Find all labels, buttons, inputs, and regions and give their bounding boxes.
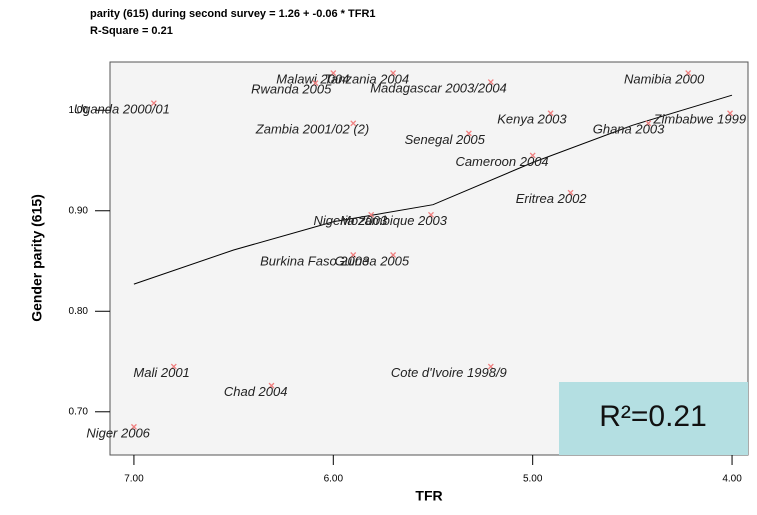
point-label: Ghana 2003	[593, 122, 665, 137]
point-label: Chad 2004	[224, 384, 288, 399]
point	[529, 152, 536, 159]
x-tick-label: 7.00	[124, 474, 144, 485]
point-label: Uganda 2000/01	[74, 102, 170, 117]
point-label: Cote d'Ivoire 1998/9	[391, 365, 507, 380]
point-label: Eritrea 2002	[516, 191, 588, 206]
point	[330, 70, 337, 77]
annotation-box	[559, 382, 748, 455]
point	[727, 110, 734, 117]
point	[465, 130, 472, 137]
point	[390, 70, 397, 77]
point	[645, 120, 652, 127]
y-tick-label: 0.90	[69, 205, 89, 216]
chart-subtitle: R-Square = 0.21	[90, 25, 173, 37]
point	[487, 363, 494, 370]
point	[567, 189, 574, 196]
fit-line	[133, 94, 733, 285]
point	[487, 79, 494, 86]
point	[350, 252, 357, 258]
point-label: Burkina Faso 2003	[260, 253, 370, 268]
point	[350, 120, 357, 127]
chart-title: parity (615) during second survey = 1.26…	[90, 8, 376, 20]
point	[685, 70, 692, 77]
point-label: Tanzania 2004	[324, 71, 409, 86]
point-label: Rwanda 2005	[251, 82, 332, 97]
y-tick-label: 0.80	[69, 306, 89, 317]
point-label: Senegal 2005	[405, 132, 486, 147]
point-label: Nigeria 2003	[313, 213, 387, 228]
point	[150, 100, 157, 107]
point-label: Zimbabwe 1999	[653, 112, 747, 127]
point	[547, 110, 554, 117]
point	[368, 211, 375, 218]
point	[428, 211, 434, 218]
point	[130, 423, 137, 430]
y-axis-label: Gender parity (615)	[29, 194, 45, 322]
x-axis-label: TFR	[415, 488, 442, 504]
point-label: Mali 2001	[133, 365, 189, 380]
point	[170, 363, 177, 370]
point-label: Mozambique 2003	[340, 213, 448, 228]
point	[268, 382, 275, 389]
point	[390, 252, 397, 258]
y-tick-label: 1.00	[69, 105, 89, 116]
annotation: R²=0.21	[599, 400, 707, 433]
x-tick-label: 5.00	[523, 474, 543, 485]
point-label: Malawi 2004	[276, 71, 349, 86]
point-label: Cameroon 2004	[455, 154, 548, 169]
point-label: Zambia 2001/02 (2)	[255, 122, 369, 137]
point-label: Madagascar 2003/2004	[370, 81, 507, 96]
point-label: Namibia 2000	[624, 71, 705, 86]
point-label: Guinea 2005	[335, 253, 410, 268]
point-label: Niger 2006	[86, 425, 150, 440]
y-tick-label: 0.70	[69, 406, 89, 417]
point	[312, 80, 319, 87]
x-tick-label: 4.00	[722, 474, 742, 485]
x-tick-label: 6.00	[324, 474, 344, 485]
point-label: Kenya 2003	[497, 112, 567, 127]
